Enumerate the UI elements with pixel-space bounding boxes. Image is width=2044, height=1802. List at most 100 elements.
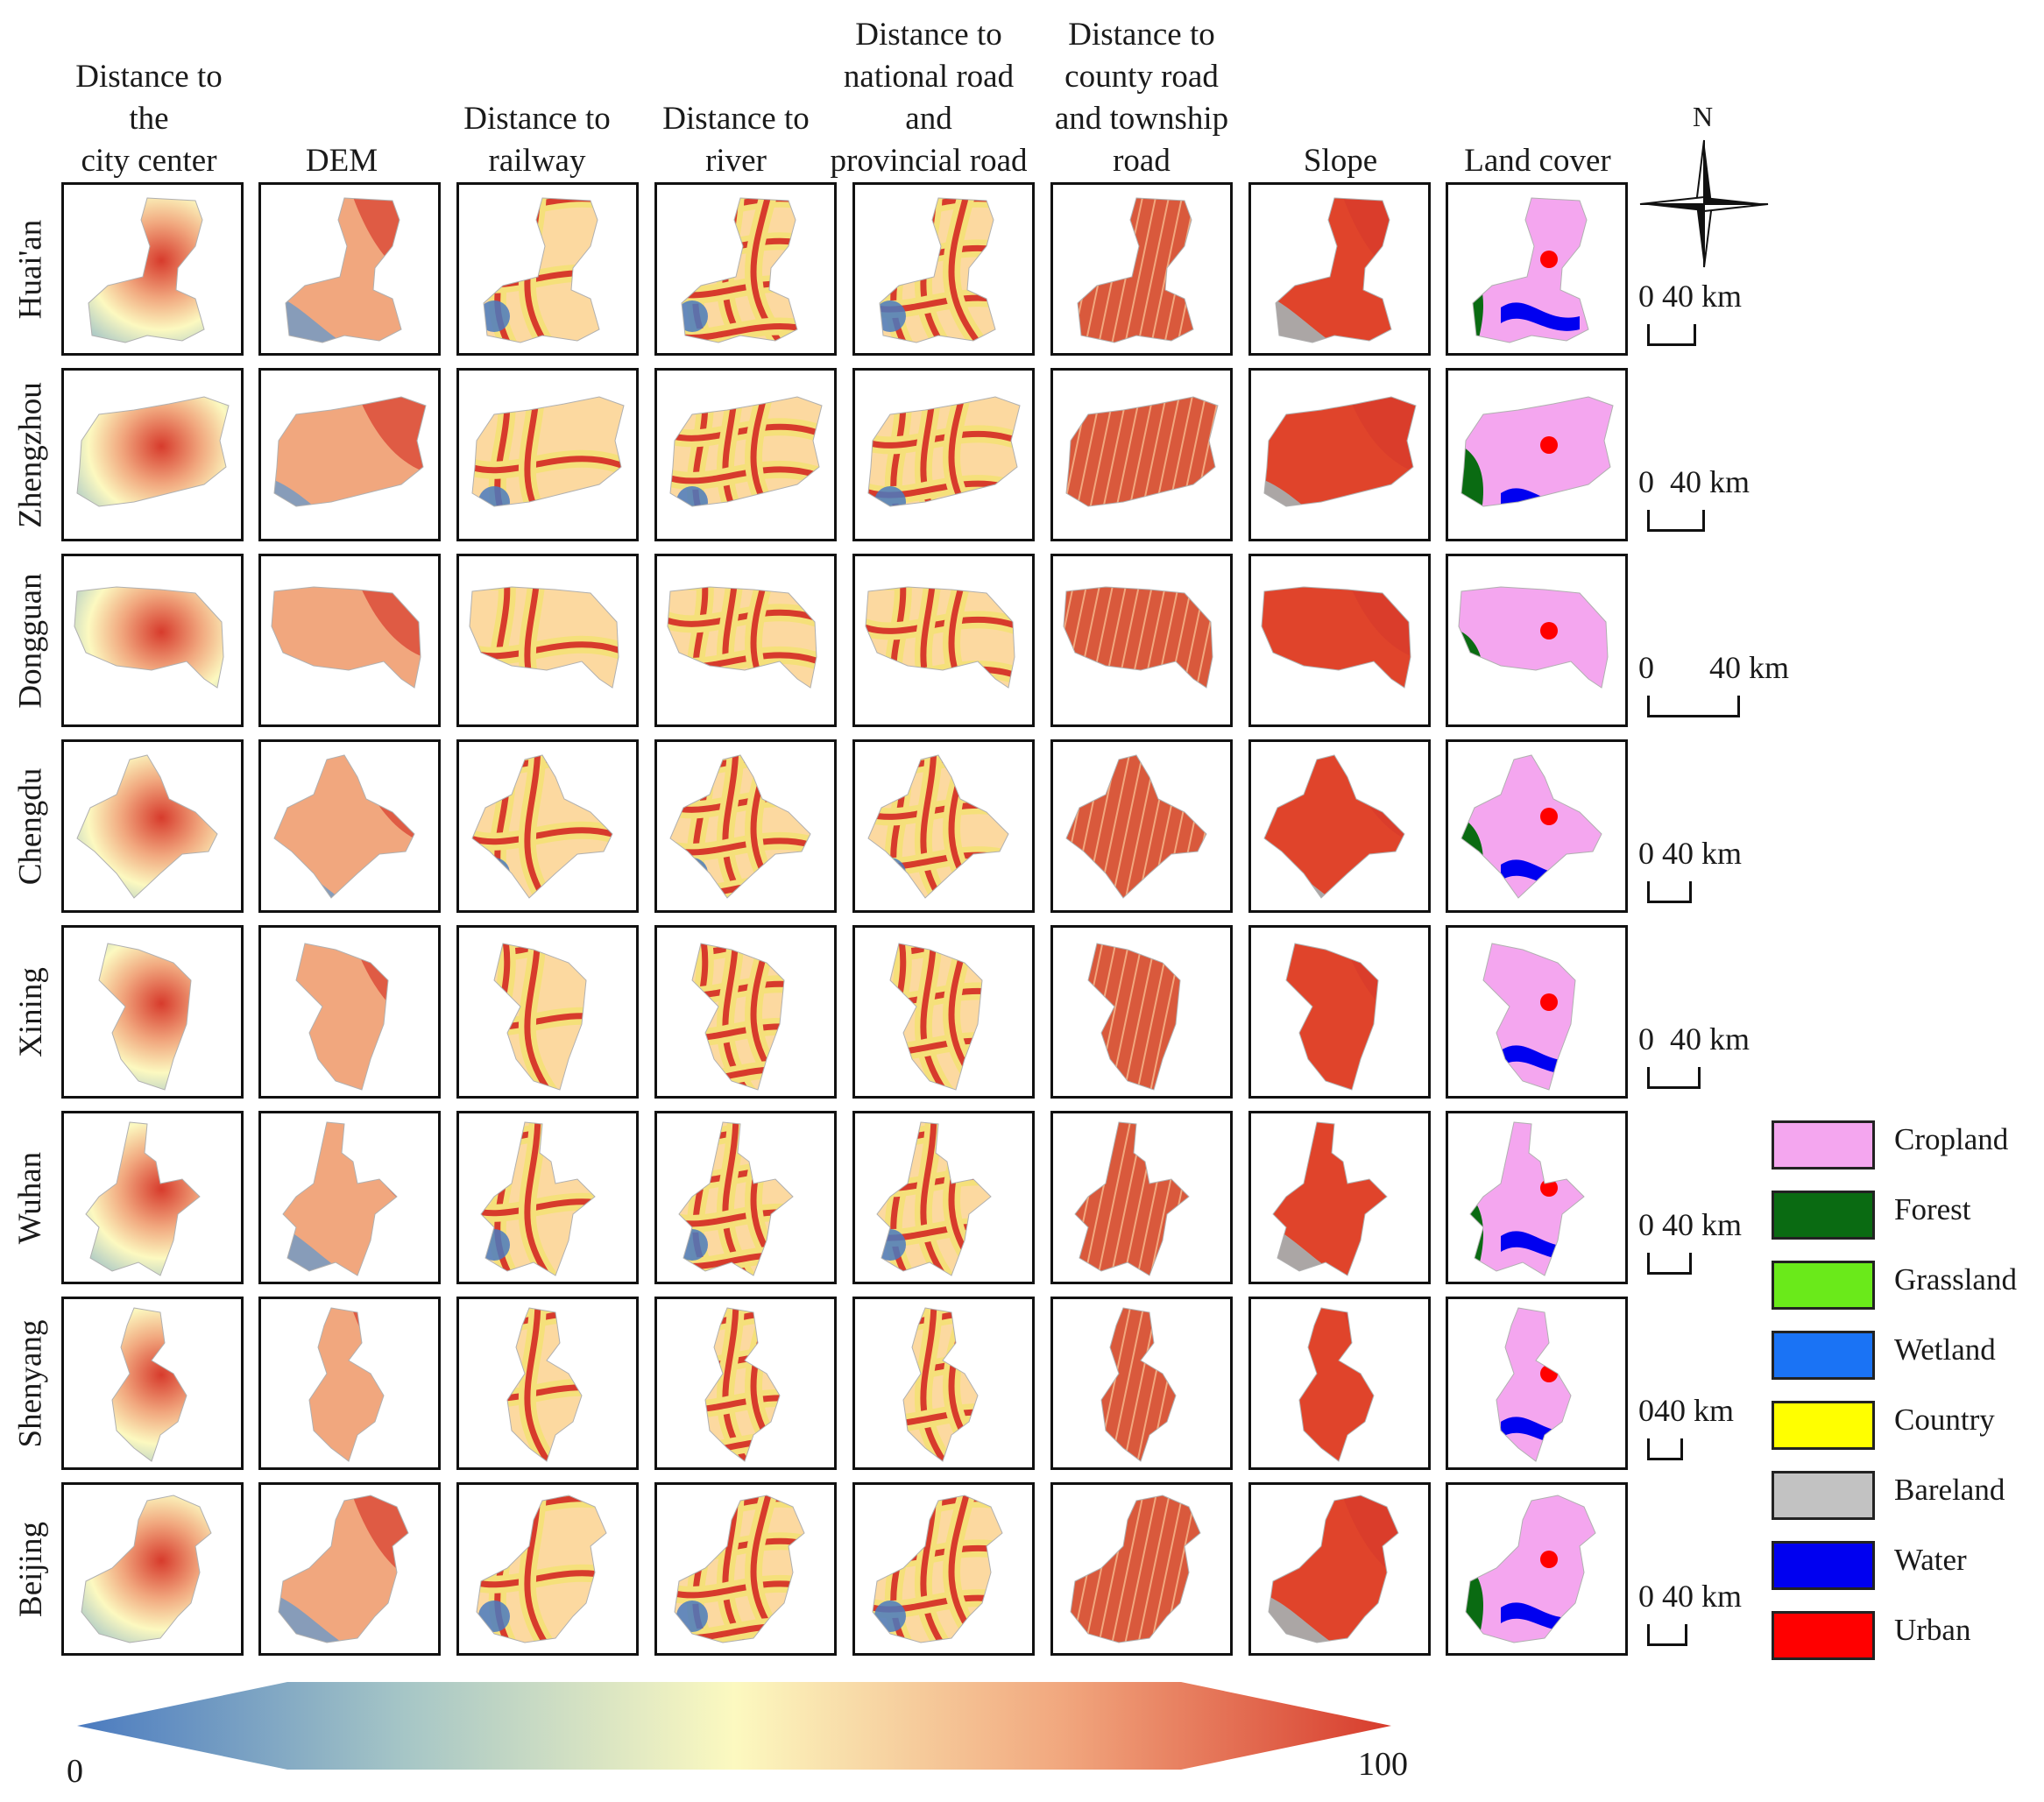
compass-icon	[1639, 139, 1769, 268]
row-header: Zhengzhou	[0, 368, 61, 541]
map-shape	[1063, 586, 1213, 689]
scale-line	[1647, 510, 1705, 532]
map-shape	[1077, 197, 1194, 343]
map-shape	[667, 586, 817, 689]
north-label: N	[1693, 101, 1714, 132]
map-cell-croad	[1050, 554, 1233, 727]
map-cell-land	[1446, 182, 1628, 356]
map-cell-slope	[1248, 182, 1431, 356]
map-shape	[76, 754, 218, 899]
city-name: Chengdu	[12, 767, 49, 885]
map-shape	[678, 1121, 794, 1276]
map-cell-croad	[1050, 368, 1233, 541]
map-cell-land	[1446, 554, 1628, 727]
map-cell-city	[61, 1297, 244, 1470]
map-shape	[308, 1307, 385, 1462]
map-shape	[1074, 1121, 1190, 1276]
legend-swatch	[1772, 1471, 1875, 1520]
map-shape	[1070, 1495, 1201, 1643]
map-shape	[872, 1495, 1003, 1643]
column-header-label: Distance to the city center	[75, 59, 223, 179]
column-header-land: Land cover	[1428, 7, 1647, 182]
color-gradient-bar	[77, 1682, 1391, 1770]
scale-line	[1647, 696, 1740, 717]
map-shape	[867, 754, 1009, 899]
scale-bar: 0 40 km	[1638, 1207, 1742, 1275]
map-cell-rail	[456, 1482, 639, 1656]
map-cell-slope	[1248, 554, 1431, 727]
map-shape	[1496, 1307, 1572, 1462]
map-shape	[476, 1495, 607, 1643]
city-name: Huai'an	[12, 219, 49, 319]
map-cell-nroad	[852, 739, 1035, 913]
map-shape	[506, 1307, 583, 1462]
map-shape	[1482, 943, 1576, 1091]
map-cell-nroad	[852, 1482, 1035, 1656]
map-cell-river	[654, 1297, 837, 1470]
column-header-label: DEM	[305, 143, 378, 179]
map-shape	[111, 1307, 187, 1462]
row-header: Beijing	[0, 1482, 61, 1656]
map-cell-river	[654, 925, 837, 1099]
scale-line	[1647, 1067, 1701, 1089]
map-cell-land	[1446, 1482, 1628, 1656]
map-cell-land	[1446, 925, 1628, 1099]
map-shape	[480, 1121, 596, 1276]
scale-label: 0 40 km	[1638, 279, 1743, 314]
map-shape	[1465, 1495, 1596, 1643]
map-shape	[273, 754, 415, 899]
colorbar-min-label: 0	[67, 1753, 83, 1790]
map-cell-dem	[258, 368, 441, 541]
colorbar-max-label: 100	[1358, 1746, 1408, 1783]
column-header-city: Distance to the city center	[53, 7, 245, 182]
map-cell-slope	[1248, 925, 1431, 1099]
row-header: Chengdu	[0, 739, 61, 913]
legend-label: Water	[1894, 1543, 1967, 1577]
column-header-river: Distance to river	[635, 7, 837, 182]
map-cell-nroad	[852, 925, 1035, 1099]
map-cell-croad	[1050, 739, 1233, 913]
map-shape	[273, 396, 427, 507]
map-cell-nroad	[852, 368, 1035, 541]
legend-swatch	[1772, 1401, 1875, 1450]
scale-line	[1647, 1253, 1692, 1275]
map-cell-city	[61, 1482, 244, 1656]
map-shape	[1087, 943, 1181, 1091]
scale-line	[1647, 1438, 1683, 1460]
map-cell-rail	[456, 554, 639, 727]
map-shape	[1275, 197, 1392, 343]
map-shape	[669, 396, 823, 507]
map-shape	[902, 1307, 979, 1462]
map-cell-river	[654, 1482, 837, 1656]
map-shape	[1285, 943, 1379, 1091]
scale-bar: 0 40 km	[1638, 464, 1750, 532]
map-cell-nroad	[852, 1297, 1035, 1470]
scale-bar: 0 40 km	[1638, 1579, 1742, 1646]
map-cell-land	[1446, 1297, 1628, 1470]
color-bar	[77, 1682, 1391, 1770]
map-shape	[74, 586, 224, 689]
map-cell-dem	[258, 739, 441, 913]
map-shape	[98, 943, 192, 1091]
scale-line	[1647, 324, 1696, 346]
scale-label: 040 km	[1638, 1393, 1735, 1428]
column-header-label: Distance to county road and township roa…	[1054, 17, 1229, 179]
map-shape	[691, 943, 785, 1091]
map-cell-land	[1446, 739, 1628, 913]
map-cell-rail	[456, 1297, 639, 1470]
map-cell-rail	[456, 925, 639, 1099]
map-cell-slope	[1248, 368, 1431, 541]
map-shape	[483, 197, 600, 343]
map-shape	[1472, 197, 1589, 343]
map-shape	[1469, 1121, 1585, 1276]
city-name: Beijing	[12, 1521, 49, 1617]
column-header-label: Distance to national road and provincial…	[830, 17, 1028, 179]
row-header: Xining	[0, 925, 61, 1099]
map-shape	[1263, 754, 1405, 899]
city-name: Dongguan	[12, 572, 49, 709]
map-cell-nroad	[852, 182, 1035, 356]
map-shape	[704, 1307, 781, 1462]
map-cell-slope	[1248, 1111, 1431, 1284]
scale-bar: 0 40 km	[1638, 650, 1789, 717]
map-shape	[1461, 396, 1614, 507]
